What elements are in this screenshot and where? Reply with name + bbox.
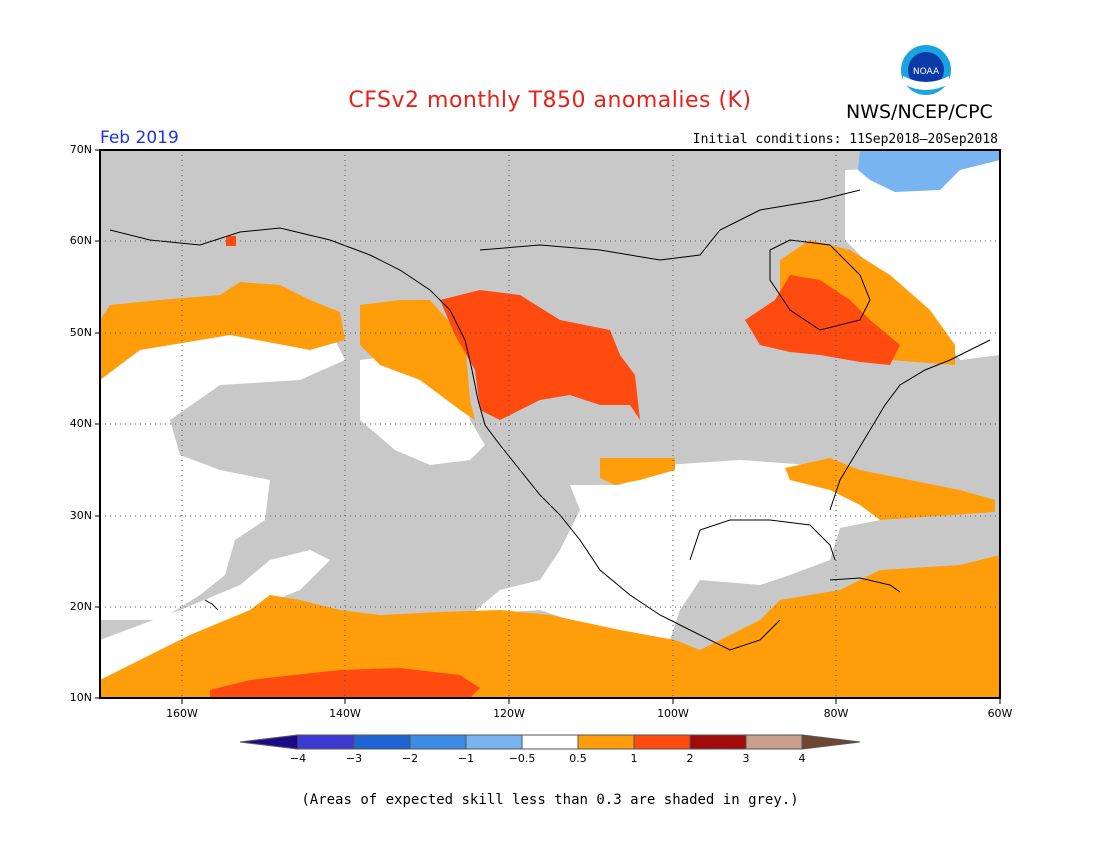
near-normal-region (100, 330, 345, 620)
warm-anomaly-region (360, 300, 475, 420)
color-bar-swatch (633, 734, 691, 750)
alaska-coast (109, 227, 451, 311)
color-bar-swatch (353, 734, 411, 750)
lat-label: 10N (69, 691, 92, 704)
lon-label: 100W (657, 707, 689, 720)
color-bar-tick-label: 4 (798, 752, 806, 765)
footnote: (Areas of expected skill less than 0.3 a… (301, 792, 799, 808)
color-bar-swatch (745, 734, 803, 750)
color-bar-tick-label: −4 (289, 752, 307, 765)
graticule (100, 150, 1000, 698)
color-bar-swatch (465, 734, 523, 750)
cool-anomaly-region (858, 150, 1000, 192)
strong-warm-anomaly-region (210, 668, 480, 698)
color-bar-swatch (409, 734, 467, 750)
color-bar-swatch (689, 734, 747, 750)
color-bar-tick-label: 1 (630, 752, 638, 765)
lon-label: 140W (329, 707, 361, 720)
near-normal-region (470, 460, 880, 640)
cuba (829, 577, 901, 593)
gulf-coast (689, 519, 836, 561)
atlantic-coast (829, 339, 991, 511)
near-normal-region (845, 160, 1000, 360)
lon-label: 160W (166, 707, 198, 720)
warm-anomaly-region (100, 555, 1000, 698)
color-bar-tick-label: 2 (686, 752, 694, 765)
agency-label: NWS/NCEP/CPC (846, 101, 993, 123)
color-bar-swatches (239, 734, 861, 750)
color-bar-swatch (577, 734, 635, 750)
near-normal-region (100, 550, 330, 680)
color-bar-tick-label: 3 (742, 752, 750, 765)
warm-anomaly-region (100, 282, 345, 380)
arctic-coast (479, 189, 861, 261)
color-bar-tick-label: −2 (401, 752, 419, 765)
strong-warm-anomaly-region (745, 275, 900, 365)
valid-month: Feb 2019 (100, 128, 179, 148)
noaa-logo: NOAA (901, 45, 951, 95)
color-bar-tick-label: −1 (457, 752, 475, 765)
color-bar-swatch (521, 734, 579, 750)
lon-label: 60W (987, 707, 1013, 720)
hudson-bay (769, 239, 871, 331)
color-bar-swatch (239, 734, 299, 750)
lat-label: 50N (69, 326, 92, 339)
lon-label: 80W (823, 707, 849, 720)
color-bar-swatch (801, 734, 861, 750)
color-bar-tick-label: −3 (345, 752, 363, 765)
lat-label: 70N (69, 143, 92, 156)
lat-label: 20N (69, 600, 92, 613)
noaa-logo-text: NOAA (913, 67, 940, 77)
color-bar-tick-label: −0.5 (508, 752, 536, 765)
lat-label: 60N (69, 234, 92, 247)
lat-label: 40N (69, 417, 92, 430)
color-bar-swatch (297, 734, 355, 750)
forecast-title: CFSv2 monthly T850 anomalies (K) (348, 88, 752, 113)
hawaii (204, 599, 219, 611)
coastlines (109, 189, 991, 651)
lat-label: 30N (69, 509, 92, 522)
color-bar-tick-label: 0.5 (569, 752, 587, 765)
warm-anomaly-region (785, 458, 995, 520)
axis-ticks (95, 149, 1001, 704)
initial-conditions: Initial conditions: 11Sep2018–20Sep2018 (692, 132, 998, 147)
strong-warm-anomaly-region (440, 290, 640, 420)
warm-anomaly-region (600, 458, 675, 485)
pacific-coast (449, 309, 781, 651)
lon-label: 120W (493, 707, 525, 720)
